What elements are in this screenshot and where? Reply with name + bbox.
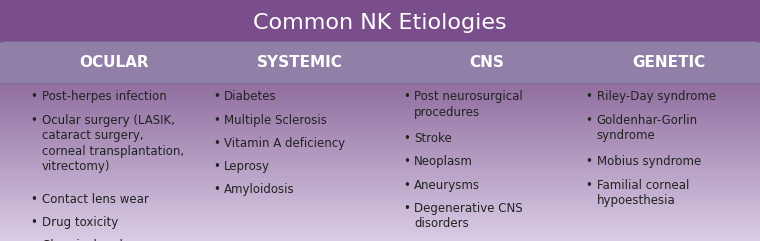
Text: Post-herpes infection: Post-herpes infection <box>42 90 166 103</box>
Text: Contact lens wear: Contact lens wear <box>42 193 149 206</box>
Text: CNS: CNS <box>469 55 504 70</box>
Text: SYSTEMIC: SYSTEMIC <box>258 55 343 70</box>
Text: Post neurosurgical
procedures: Post neurosurgical procedures <box>414 90 523 119</box>
Text: •: • <box>30 239 37 241</box>
Text: Aneurysms: Aneurysms <box>414 179 480 192</box>
Text: •: • <box>30 193 37 206</box>
Text: •: • <box>585 179 592 192</box>
Text: •: • <box>213 183 220 196</box>
FancyBboxPatch shape <box>0 0 760 43</box>
Text: Leprosy: Leprosy <box>224 160 271 173</box>
Text: Ocular surgery (LASIK,
cataract surgery,
corneal transplantation,
vitrectomy): Ocular surgery (LASIK, cataract surgery,… <box>42 114 184 173</box>
Text: •: • <box>403 132 410 145</box>
Text: Drug toxicity: Drug toxicity <box>42 216 118 229</box>
Text: Amyloidosis: Amyloidosis <box>224 183 295 196</box>
Text: •: • <box>30 90 37 103</box>
Text: •: • <box>585 90 592 103</box>
Text: Neoplasm: Neoplasm <box>414 155 473 168</box>
Text: •: • <box>403 155 410 168</box>
Text: Degenerative CNS
disorders: Degenerative CNS disorders <box>414 202 523 230</box>
Text: •: • <box>30 114 37 127</box>
Text: •: • <box>585 114 592 127</box>
Text: Diabetes: Diabetes <box>224 90 277 103</box>
Text: •: • <box>403 202 410 215</box>
Text: Stroke: Stroke <box>414 132 452 145</box>
FancyBboxPatch shape <box>0 42 760 84</box>
Text: •: • <box>213 90 220 103</box>
Text: GENETIC: GENETIC <box>632 55 705 70</box>
Text: Familial corneal
hypoesthesia: Familial corneal hypoesthesia <box>597 179 689 207</box>
Text: Multiple Sclerosis: Multiple Sclerosis <box>224 114 327 127</box>
Text: OCULAR: OCULAR <box>79 55 149 70</box>
Text: •: • <box>213 160 220 173</box>
Text: Riley-Day syndrome: Riley-Day syndrome <box>597 90 716 103</box>
Text: Goldenhar-Gorlin
syndrome: Goldenhar-Gorlin syndrome <box>597 114 698 142</box>
Text: •: • <box>403 179 410 192</box>
Text: •: • <box>213 114 220 127</box>
Text: •: • <box>213 137 220 150</box>
Text: Chemical and
physical burns: Chemical and physical burns <box>42 239 128 241</box>
Text: Mobius syndrome: Mobius syndrome <box>597 155 701 168</box>
Text: Vitamin A deficiency: Vitamin A deficiency <box>224 137 345 150</box>
Text: •: • <box>30 216 37 229</box>
Text: •: • <box>585 155 592 168</box>
Text: Common NK Etiologies: Common NK Etiologies <box>253 13 507 33</box>
Text: •: • <box>403 90 410 103</box>
